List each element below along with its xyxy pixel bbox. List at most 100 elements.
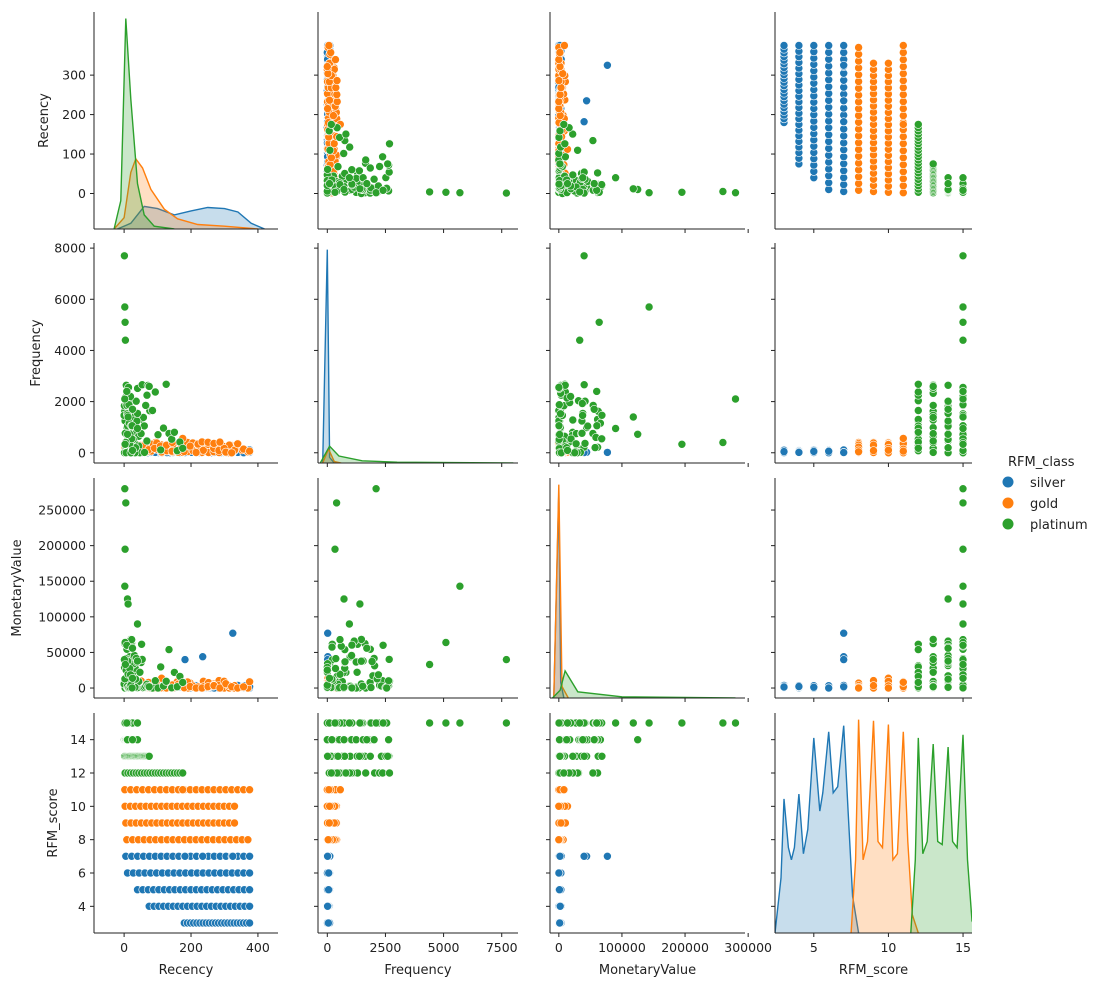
scatter-point-gold	[555, 62, 565, 71]
scatter-point-platinum	[383, 751, 393, 761]
scatter-point-platinum	[588, 136, 598, 145]
scatter-point-platinum	[943, 443, 953, 453]
scatter-point-platinum	[339, 594, 349, 604]
scatter-point-platinum	[361, 768, 371, 778]
scatter-point-gold	[560, 41, 569, 50]
scatter-point-platinum	[122, 718, 132, 728]
scatter-point-platinum	[378, 718, 388, 728]
kde-line-platinum	[552, 669, 736, 698]
scatter-point-platinum	[928, 382, 938, 391]
scatter-point-platinum	[178, 443, 187, 453]
x-tick-label: 2500	[370, 940, 402, 955]
scatter-point-platinum	[385, 768, 394, 778]
scatter-point-platinum	[425, 718, 434, 728]
scatter-point-gold	[185, 441, 195, 451]
y-tick-label: 0	[78, 681, 86, 696]
scatter-point-platinum	[592, 718, 602, 728]
scatter-point-gold	[854, 43, 863, 52]
kde-line-gold	[322, 447, 342, 463]
scatter-point-platinum	[913, 406, 923, 415]
panel-MonetaryValue-vs-MonetaryValue	[546, 478, 749, 702]
panel-plot-area	[119, 251, 254, 458]
legend-marker-silver	[1002, 476, 1014, 488]
scatter-point-platinum	[958, 484, 968, 494]
scatter-point-platinum	[323, 165, 332, 174]
scatter-point-platinum	[133, 424, 142, 433]
x-tick-label: 300000	[724, 940, 772, 955]
scatter-point-platinum	[352, 667, 362, 677]
y-tick-label: 12	[70, 766, 86, 781]
scatter-point-platinum	[566, 392, 575, 401]
scatter-point-platinum	[178, 678, 187, 687]
legend-label-platinum: platinum	[1030, 518, 1088, 533]
scatter-point-platinum	[958, 412, 968, 422]
scatter-point-platinum	[958, 683, 968, 693]
scatter-point-silver	[555, 901, 565, 911]
scatter-point-platinum	[128, 404, 137, 414]
scatter-point-gold	[227, 448, 236, 458]
scatter-point-platinum	[330, 544, 340, 554]
scatter-point-platinum	[366, 683, 376, 692]
scatter-point-silver	[794, 448, 804, 457]
scatter-point-platinum	[133, 619, 142, 629]
scatter-point-silver	[324, 885, 333, 895]
scatter-point-platinum	[161, 676, 171, 686]
scatter-point-platinum	[928, 429, 938, 438]
scatter-point-platinum	[385, 139, 394, 149]
scatter-point-gold	[243, 835, 253, 845]
scatter-point-platinum	[347, 640, 357, 650]
scatter-point-platinum	[575, 335, 585, 345]
scatter-point-platinum	[644, 718, 654, 728]
kde-line-gold	[850, 719, 919, 933]
scatter-point-platinum	[120, 484, 130, 494]
scatter-point-gold	[854, 683, 863, 693]
kde-fill-platinum	[910, 734, 972, 933]
scatter-point-platinum	[928, 448, 938, 457]
panel-Frequency-vs-RFM_score	[771, 243, 972, 467]
kde-fill-gold	[553, 484, 569, 698]
kde-line-platinum	[910, 734, 972, 933]
scatter-point-silver	[603, 851, 612, 861]
legend-label-silver: silver	[1030, 476, 1066, 491]
scatter-point-platinum	[958, 544, 968, 554]
scatter-point-platinum	[122, 387, 132, 396]
scatter-point-platinum	[589, 179, 599, 188]
scatter-point-platinum	[384, 735, 393, 745]
scatter-point-platinum	[365, 751, 375, 761]
scatter-point-platinum	[958, 640, 968, 650]
scatter-point-platinum	[345, 142, 355, 152]
panel-plot-area	[779, 251, 968, 458]
scatter-point-platinum	[913, 645, 923, 654]
scatter-point-platinum	[455, 718, 465, 728]
panel-Frequency-vs-Recency: 0 2000 4000 6000 8000 Frequency	[29, 241, 278, 467]
scatter-point-platinum	[355, 599, 365, 609]
kde-line-gold	[113, 157, 258, 229]
y-tick-label: 6	[78, 866, 86, 881]
scatter-point-platinum	[958, 581, 968, 591]
scatter-point-gold	[178, 785, 187, 795]
scatter-point-platinum	[628, 412, 638, 422]
scatter-point-platinum	[153, 430, 163, 440]
scatter-point-platinum	[589, 404, 599, 414]
scatter-point-gold	[230, 801, 239, 811]
scatter-point-platinum	[597, 434, 607, 444]
scatter-point-gold	[191, 448, 201, 457]
scatter-point-silver	[779, 447, 789, 456]
scatter-point-platinum	[355, 166, 364, 176]
y-axis-title: MonetaryValue	[10, 539, 25, 636]
scatter-point-platinum	[156, 662, 165, 672]
scatter-point-platinum	[555, 751, 565, 761]
scatter-point-silver	[839, 96, 849, 106]
scatter-point-platinum	[928, 635, 938, 644]
scatter-point-gold	[332, 90, 342, 99]
scatter-point-platinum	[120, 581, 130, 591]
scatter-point-platinum	[120, 251, 129, 261]
scatter-point-gold	[215, 683, 225, 693]
panel-plot-area	[319, 249, 514, 463]
scatter-point-silver	[794, 41, 804, 50]
scatter-point-platinum	[928, 159, 938, 169]
legend-marker-platinum	[1002, 518, 1014, 530]
y-tick-label: 2000	[54, 394, 86, 409]
scatter-point-platinum	[563, 446, 572, 455]
scatter-point-platinum	[345, 619, 354, 629]
